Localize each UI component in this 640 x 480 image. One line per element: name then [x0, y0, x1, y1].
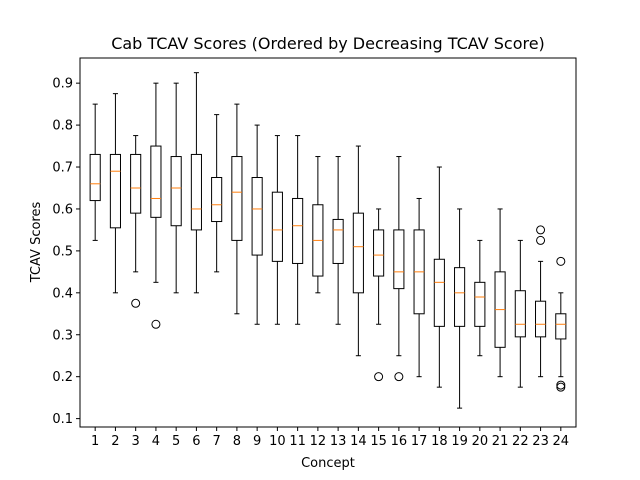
- x-tick-label: 11: [289, 434, 306, 449]
- x-tick-label: 4: [152, 434, 160, 449]
- box-iqr: [190, 153, 202, 231]
- x-tick-label: 9: [253, 434, 261, 449]
- x-tick-label: 2: [111, 434, 119, 449]
- plot-area: 0.10.20.30.40.50.60.70.80.91 2 3 4 5 6 7 8 9 10 11…: [52, 72, 570, 449]
- x-tick-label: 8: [233, 434, 241, 449]
- outlier-point: [536, 225, 546, 235]
- y-tick-label: 0.6: [52, 202, 73, 217]
- x-tick-label: 15: [370, 434, 387, 449]
- box-iqr: [352, 212, 364, 294]
- box-iqr: [514, 290, 526, 338]
- x-tick-label: 6: [192, 434, 200, 449]
- y-tick-label: 0.2: [52, 370, 73, 385]
- y-tick-label: 0.9: [52, 77, 73, 92]
- x-tick-label: 19: [451, 434, 468, 449]
- box-iqr: [555, 313, 567, 340]
- box-iqr: [130, 153, 142, 214]
- x-tick-label: 16: [391, 434, 408, 449]
- outlier-point: [131, 298, 141, 308]
- y-tick-label: 0.8: [52, 119, 73, 134]
- outlier-point: [556, 380, 566, 390]
- box-iqr: [231, 156, 243, 241]
- box-iqr: [332, 218, 344, 264]
- y-tick-label: 0.3: [52, 328, 73, 343]
- box-iqr: [433, 258, 445, 327]
- x-tick-label: 12: [310, 434, 327, 449]
- x-tick-label: 17: [411, 434, 428, 449]
- x-tick-label: 1: [91, 434, 99, 449]
- box-iqr: [535, 300, 547, 338]
- box-iqr: [454, 267, 466, 327]
- outlier-point: [374, 372, 384, 382]
- box-iqr: [292, 197, 304, 264]
- x-tick-label: 18: [431, 434, 448, 449]
- box-iqr: [373, 229, 385, 277]
- x-tick-label: 3: [132, 434, 140, 449]
- outlier-point: [151, 319, 161, 329]
- outlier-point: [394, 372, 404, 382]
- box-iqr: [150, 145, 162, 218]
- y-axis-label: TCAV Scores: [29, 202, 44, 284]
- box-iqr: [170, 156, 182, 227]
- y-tick-label: 0.7: [52, 161, 73, 176]
- outlier-point: [556, 382, 566, 392]
- x-tick-label: 20: [472, 434, 489, 449]
- box-iqr: [251, 177, 263, 256]
- x-tick-label: 10: [269, 434, 286, 449]
- x-tick-label: 21: [492, 434, 509, 449]
- chart-title: Cab TCAV Scores (Ordered by Decreasing T…: [111, 34, 545, 53]
- y-tick-label: 0.4: [52, 286, 73, 301]
- box-iqr: [271, 191, 283, 262]
- box-iqr: [89, 153, 101, 202]
- x-tick-label: 23: [532, 434, 549, 449]
- box-iqr: [109, 153, 121, 229]
- x-tick-label: 22: [512, 434, 529, 449]
- outlier-point: [556, 256, 566, 266]
- x-tick-label: 14: [350, 434, 367, 449]
- axes-frame: [79, 57, 577, 428]
- box-iqr: [393, 229, 405, 290]
- box-iqr: [474, 281, 486, 327]
- outlier-point: [536, 235, 546, 245]
- x-tick-label: 13: [330, 434, 347, 449]
- box-iqr: [211, 177, 223, 223]
- x-axis-label: Concept: [301, 456, 355, 471]
- x-tick-label: 7: [213, 434, 221, 449]
- x-tick-label: 24: [553, 434, 570, 449]
- x-tick-label: 5: [172, 434, 180, 449]
- y-tick-label: 0.5: [52, 244, 73, 259]
- y-tick-label: 0.1: [52, 412, 73, 427]
